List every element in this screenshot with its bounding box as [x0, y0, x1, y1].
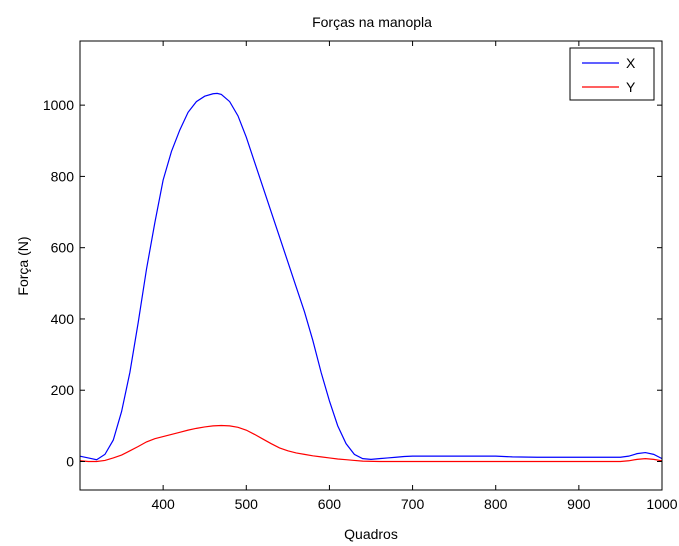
y-tick-label: 800	[51, 168, 75, 184]
legend-label-y: Y	[626, 79, 636, 95]
y-tick-label: 200	[51, 382, 75, 398]
y-tick-label: 600	[51, 240, 75, 256]
x-tick-label: 1000	[646, 496, 677, 512]
legend-box	[569, 47, 655, 101]
y-tick-label: 0	[66, 453, 74, 469]
chart-title: Forças na manopla	[312, 14, 432, 30]
y-axis-label: Força (N)	[15, 236, 31, 295]
x-tick-label: 900	[567, 496, 591, 512]
x-tick-label: 500	[235, 496, 259, 512]
x-tick-label: 800	[484, 496, 508, 512]
series-line-y	[79, 424, 663, 463]
ticks-layer: 400 500 600 700 800 900 1000 0 200 400 600 800 1000	[43, 41, 678, 512]
y-tick-label: 400	[51, 311, 75, 327]
x-tick-label: 600	[318, 496, 342, 512]
y-tick-label: 1000	[43, 97, 74, 113]
x-axis-label: Quadros	[344, 526, 398, 542]
x-tick-label: 400	[151, 496, 175, 512]
legend-label-x: X	[626, 55, 636, 71]
series-layer	[79, 92, 663, 463]
x-tick-label: 700	[401, 496, 425, 512]
plot-frame	[79, 40, 663, 491]
plot-area	[80, 41, 662, 490]
legend: X Y	[569, 47, 655, 101]
series-line-x	[79, 92, 663, 461]
